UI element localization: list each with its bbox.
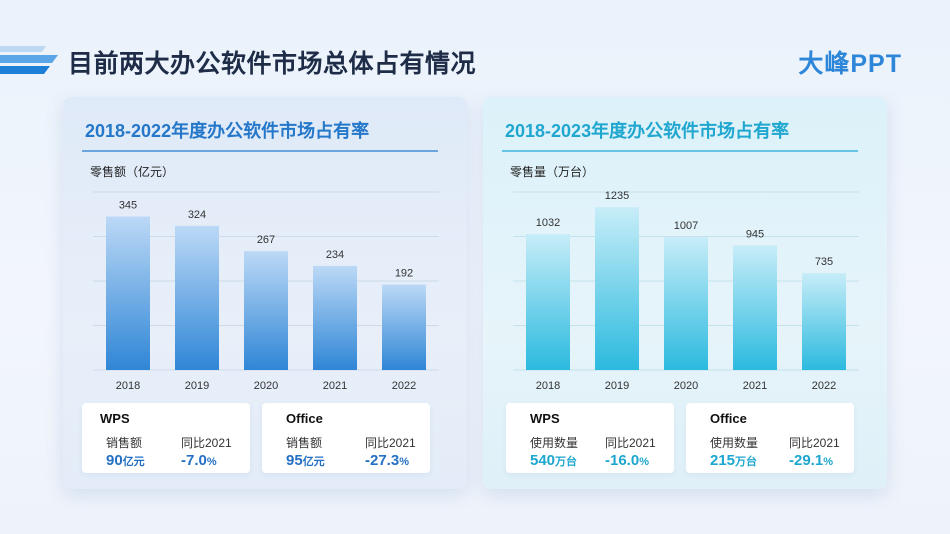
card-yoy-label: 同比2021 xyxy=(605,436,656,450)
card-metric-label: 销售额 xyxy=(286,436,323,450)
x-tick-label: 2019 xyxy=(185,380,209,392)
card-product-name: Office xyxy=(286,411,323,426)
page-title: 目前两大办公软件市场总体占有情况 xyxy=(68,50,477,78)
card-yoy-label: 同比2021 xyxy=(789,436,840,450)
card-product-name: WPS xyxy=(100,411,130,426)
card-yoy-value: -29.1% xyxy=(789,452,833,469)
stat-card-wps: WPS 使用数量 同比2021 540万台 -16.0% xyxy=(506,403,674,473)
bar-chart-retail-volume: 1032 2018 1235 2019 1007 2020 945 2021 735 2022 xyxy=(513,190,859,392)
bar-2018 xyxy=(106,216,150,370)
stat-card-office: Office 使用数量 同比2021 215万台 -29.1% xyxy=(686,403,854,473)
x-tick-label: 2021 xyxy=(743,380,767,392)
bar-2018 xyxy=(526,233,570,370)
bar-2020 xyxy=(244,251,288,370)
data-label: 324 xyxy=(188,209,206,221)
data-label: 1007 xyxy=(674,220,698,232)
bar-2019 xyxy=(595,207,639,370)
card-metric-value: 540万台 xyxy=(530,452,578,469)
card-metric-label: 使用数量 xyxy=(530,436,579,450)
title-divider xyxy=(82,150,438,152)
x-tick-label: 2019 xyxy=(605,380,629,392)
data-label: 192 xyxy=(395,268,413,280)
panel-title: 2018-2022年度办公软件市场占有率 xyxy=(85,121,370,141)
bar-2019 xyxy=(175,225,219,370)
bar-2020 xyxy=(664,237,708,370)
x-tick-label: 2022 xyxy=(392,380,416,392)
card-yoy-value: -7.0% xyxy=(181,452,217,469)
data-label: 234 xyxy=(326,249,344,261)
x-tick-label: 2020 xyxy=(674,380,698,392)
header-stripes-decoration xyxy=(0,46,58,74)
card-metric-value: 215万台 xyxy=(710,452,758,469)
card-product-name: Office xyxy=(710,411,747,426)
data-label: 345 xyxy=(119,199,137,211)
card-metric-value: 90亿元 xyxy=(106,452,145,469)
panel-retail-sales: 2018-2022年度办公软件市场占有率 零售额（亿元） 345 2018 324 2… xyxy=(63,97,467,489)
panel-retail-volume: 2018-2023年度办公软件市场占有率 零售量（万台） 1032 2018 123… xyxy=(483,97,887,489)
card-yoy-value: -16.0% xyxy=(605,452,649,469)
brand-logo: 大峰PPT xyxy=(798,50,902,78)
chart-unit-label: 零售额（亿元） xyxy=(90,165,175,179)
card-metric-label: 销售额 xyxy=(106,436,143,450)
data-label: 1032 xyxy=(536,217,560,229)
data-label: 267 xyxy=(257,234,275,246)
stat-card-office: Office 销售额 同比2021 95亿元 -27.3% xyxy=(262,403,430,473)
data-label: 1235 xyxy=(605,190,629,202)
title-divider xyxy=(502,150,858,152)
x-tick-label: 2018 xyxy=(536,380,560,392)
x-tick-label: 2020 xyxy=(254,380,278,392)
panel-title: 2018-2023年度办公软件市场占有率 xyxy=(505,121,790,141)
x-tick-label: 2018 xyxy=(116,380,140,392)
bar-chart-retail-sales: 345 2018 324 2019 267 2020 234 2021 192 2022 xyxy=(93,191,439,392)
card-metric-label: 使用数量 xyxy=(710,436,759,450)
x-tick-label: 2022 xyxy=(812,380,836,392)
card-metric-value: 95亿元 xyxy=(286,452,325,469)
bar-2021 xyxy=(313,265,357,370)
bar-2022 xyxy=(802,273,846,370)
card-yoy-label: 同比2021 xyxy=(365,436,416,450)
bar-2021 xyxy=(733,245,777,370)
stat-card-wps: WPS 销售额 同比2021 90亿元 -7.0% xyxy=(82,403,250,473)
chart-unit-label: 零售量（万台） xyxy=(510,165,595,179)
bar-2022 xyxy=(382,284,426,370)
card-yoy-value: -27.3% xyxy=(365,452,409,469)
data-label: 735 xyxy=(815,256,833,268)
x-tick-label: 2021 xyxy=(323,380,347,392)
card-yoy-label: 同比2021 xyxy=(181,436,232,450)
data-label: 945 xyxy=(746,228,764,240)
card-product-name: WPS xyxy=(530,411,560,426)
